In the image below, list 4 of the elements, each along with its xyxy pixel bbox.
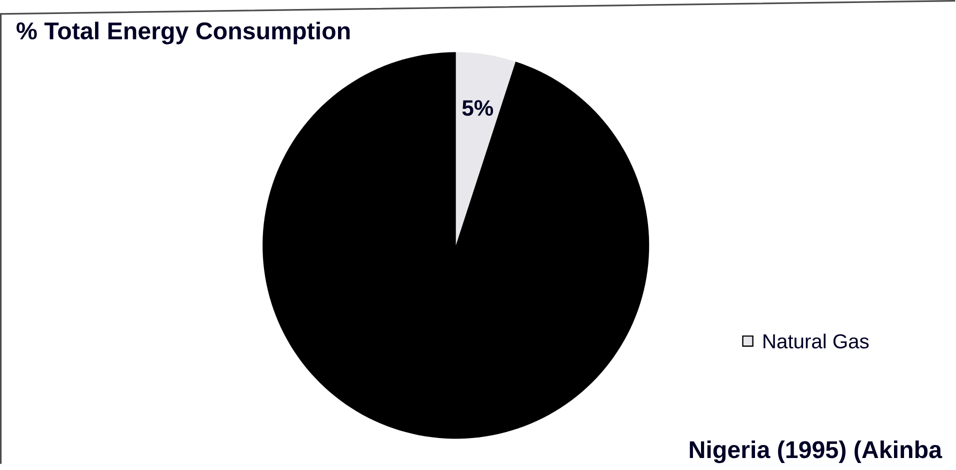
legend-label: Natural Gas <box>764 334 869 349</box>
chart-title: % Total Energy Consumption <box>16 22 350 44</box>
text: Nigeria (1995) (Akinba <box>690 440 942 464</box>
data-label: 5% <box>462 100 494 116</box>
